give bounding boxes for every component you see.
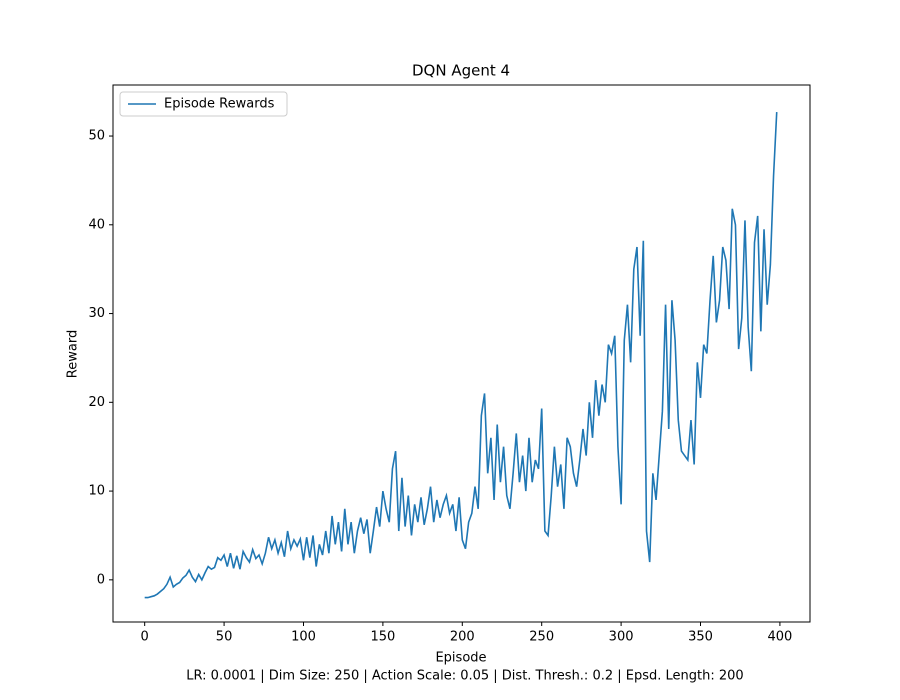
y-tick-label: 50 bbox=[88, 129, 105, 144]
x-tick-label: 400 bbox=[767, 630, 792, 645]
x-tick-label: 100 bbox=[291, 630, 316, 645]
x-tick-label: 50 bbox=[216, 630, 233, 645]
chart-title: DQN Agent 4 bbox=[412, 62, 510, 80]
y-axis-label: Reward bbox=[66, 330, 81, 378]
series-line bbox=[144, 112, 778, 599]
y-tick-label: 0 bbox=[97, 572, 105, 587]
x-tick-label: 350 bbox=[688, 630, 713, 645]
caption: LR: 0.0001 | Dim Size: 250 | Action Scal… bbox=[186, 669, 743, 684]
x-tick-label: 150 bbox=[370, 630, 395, 645]
y-tick-label: 20 bbox=[88, 395, 105, 410]
legend-label: Episode Rewards bbox=[164, 97, 275, 112]
y-tick-label: 30 bbox=[88, 306, 105, 321]
y-tick-label: 40 bbox=[88, 217, 105, 232]
x-tick-label: 300 bbox=[609, 630, 634, 645]
x-tick-label: 0 bbox=[141, 630, 149, 645]
x-axis-label: Episode bbox=[435, 651, 486, 666]
x-tick-label: 250 bbox=[529, 630, 554, 645]
plot-frame bbox=[112, 84, 811, 623]
y-tick-label: 10 bbox=[88, 484, 105, 499]
x-tick-label: 200 bbox=[450, 630, 475, 645]
legend-box bbox=[119, 91, 288, 117]
